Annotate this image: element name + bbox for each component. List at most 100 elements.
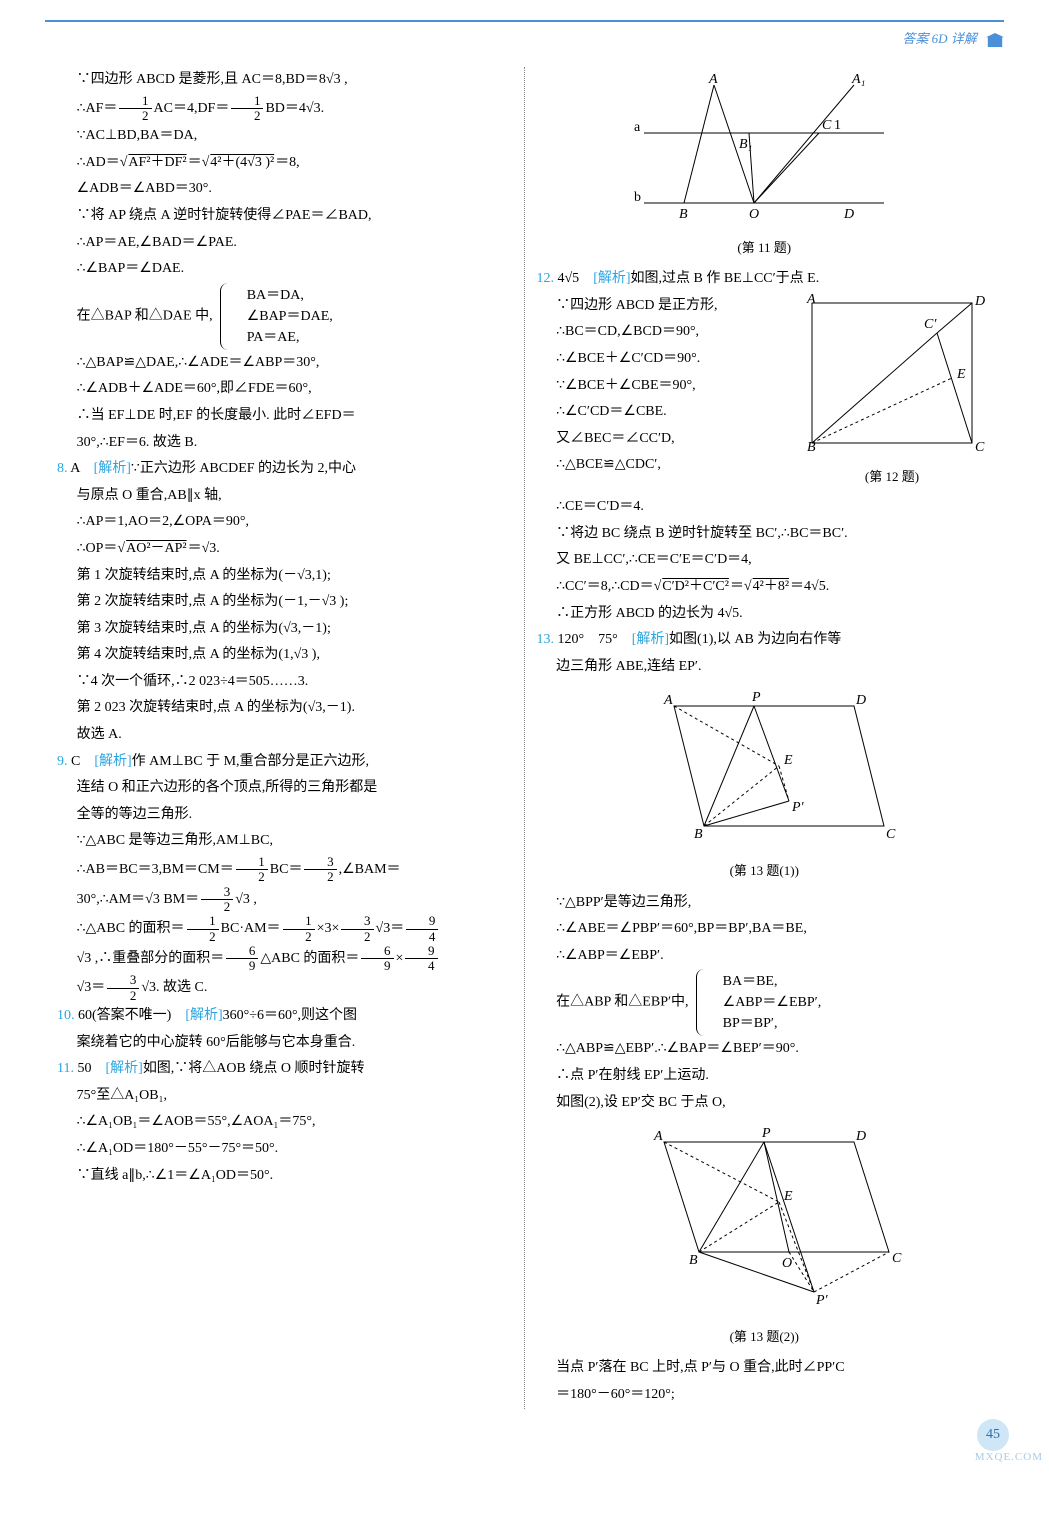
svg-text:E: E <box>956 367 966 382</box>
svg-text:C: C <box>892 1251 902 1266</box>
svg-text:D: D <box>843 207 854 222</box>
svg-text:D: D <box>855 693 866 708</box>
fig13a-svg: APD BC EP′ <box>624 686 904 846</box>
line: ∵直线 a∥b,∴∠1＝∠A₁OD＝50°. <box>57 1163 512 1190</box>
line: ∴∠ABP＝∠EBP′. <box>537 943 993 970</box>
q8: 8. A [解析]∵正六边形 ABCDEF 的边长为 2,中心 <box>57 456 512 483</box>
line: 第 1 次旋转结束时,点 A 的坐标为(－√3,1); <box>57 563 512 590</box>
line: ∵△BPP′是等边三角形, <box>537 890 993 917</box>
line: ∴△BAP≌△DAE,∴∠ADE＝∠ABP＝30°, <box>57 350 512 377</box>
svg-text:B₁: B₁ <box>739 137 752 152</box>
qnum-8: 8. <box>57 461 68 476</box>
svg-text:A: A <box>653 1129 663 1144</box>
svg-text:a: a <box>634 120 641 135</box>
figcap-13b: (第 13 题(2)) <box>537 1325 993 1350</box>
line: ∴AP＝1,AO＝2,∠OPA＝90°, <box>57 509 512 536</box>
svg-text:O: O <box>749 207 759 222</box>
figcap-13a: (第 13 题(1)) <box>537 859 993 884</box>
line: ∴AP＝AE,∠BAD＝∠PAE. <box>57 230 512 257</box>
line: ∴正方形 ABCD 的边长为 4√5. <box>537 601 993 628</box>
svg-text:P′: P′ <box>815 1293 829 1308</box>
line: 故选 A. <box>57 722 512 749</box>
qnum-9: 9. <box>57 754 68 769</box>
line: ∴AF＝12AC＝4,DF＝12BD＝4√3. <box>57 94 512 124</box>
fig13b-svg: APD BC EOP′ <box>614 1122 914 1312</box>
line: 又 BE⊥CC′,∴CE＝C′E＝C′D＝4, <box>537 547 993 574</box>
line: ∵AC⊥BD,BA＝DA, <box>57 123 512 150</box>
line: ∵将 AP 绕点 A 逆时针旋转使得∠PAE＝∠BAD, <box>57 203 512 230</box>
left-column: ∵四边形 ABCD 是菱形,且 AC＝8,BD＝8√3 , ∴AF＝12AC＝4… <box>45 67 525 1409</box>
svg-text:P: P <box>761 1126 771 1141</box>
figure-13a: APD BC EP′ (第 13 题(1)) <box>537 686 993 883</box>
figure-12: AD BC C′E (第 12 题) <box>792 293 992 490</box>
q9: 9. C [解析]作 AM⊥BC 于 M,重合部分是正六边形, <box>57 749 512 776</box>
svg-text:B: B <box>694 827 703 842</box>
figcap-11: (第 11 题) <box>537 236 993 261</box>
brace-system: BA＝BE, ∠ABP＝∠EBP′, BP＝BP′, <box>696 969 821 1036</box>
svg-text:O: O <box>782 1256 792 1271</box>
header-text: 答案 6D 详解 <box>902 31 976 46</box>
line: ∴当 EF⊥DE 时,EF 的长度最小. 此时∠EFD＝ <box>57 403 512 430</box>
line: ∵△ABC 是等边三角形,AM⊥BC, <box>57 828 512 855</box>
svg-text:C′: C′ <box>924 317 937 332</box>
svg-text:A: A <box>663 693 673 708</box>
qnum-12: 12. <box>537 271 555 286</box>
q11: 11. 50 [解析]如图,∵将△AOB 绕点 O 顺时针旋转 <box>57 1056 512 1083</box>
line: ∴OP＝√AO²－AP²＝√3. <box>57 536 512 563</box>
line: 案绕着它的中心旋转 60°后能够与它本身重合. <box>57 1030 512 1057</box>
line: 在△ABP 和△EBP′中, BA＝BE, ∠ABP＝∠EBP′, BP＝BP′… <box>537 969 993 1036</box>
line: 30°,∴AM＝√3 BM＝32√3 , <box>57 885 512 915</box>
line: ∴∠A₁OD＝180°－55°－75°＝50°. <box>57 1136 512 1163</box>
svg-text:1: 1 <box>834 118 841 133</box>
line: √3＝32√3. 故选 C. <box>57 973 512 1003</box>
svg-text:b: b <box>634 190 641 205</box>
page-number: 45 <box>977 1419 1009 1451</box>
line: √3 ,∴重叠部分的面积＝69△ABC 的面积＝69×94 <box>57 944 512 974</box>
line: 第 4 次旋转结束时,点 A 的坐标为(1,√3 ), <box>57 642 512 669</box>
line: ∴∠ABE＝∠PBP′＝60°,BP＝BP′,BA＝BE, <box>537 916 993 943</box>
line: ∴△ABC 的面积＝12BC·AM＝12×3×32√3＝94 <box>57 914 512 944</box>
line: 第 2 023 次旋转结束时,点 A 的坐标为(√3,－1). <box>57 695 512 722</box>
line: ∴∠ADB＋∠ADE＝60°,即∠FDE＝60°, <box>57 376 512 403</box>
line: ∠ADB＝∠ABD＝30°. <box>57 176 512 203</box>
brace-system: BA＝DA, ∠BAP＝DAE, PA＝AE, <box>220 283 333 350</box>
svg-text:E: E <box>783 1189 793 1204</box>
line: ∴CE＝C′D＝4. <box>537 494 993 521</box>
svg-text:A₁: A₁ <box>851 73 865 87</box>
svg-text:C: C <box>975 440 985 453</box>
watermark: MXQE.COM <box>975 1451 1043 1463</box>
qnum-10: 10. <box>57 1008 75 1023</box>
line: ∴∠A₁OB₁＝∠AOB＝55°,∠AOA₁＝75°, <box>57 1109 512 1136</box>
line: 连结 O 和正六边形的各个顶点,所得的三角形都是 <box>57 775 512 802</box>
content-columns: ∵四边形 ABCD 是菱形,且 AC＝8,BD＝8√3 , ∴AF＝12AC＝4… <box>45 67 1004 1409</box>
figure-13b: APD BC EOP′ (第 13 题(2)) <box>537 1122 993 1349</box>
line: 第 2 次旋转结束时,点 A 的坐标为(－1,－√3 ); <box>57 589 512 616</box>
line: ∴CC′＝8,∴CD＝√C′D²＋C′C²＝√4²＋8²＝4√5. <box>537 574 993 601</box>
q13: 13. 120° 75° [解析]如图(1),以 AB 为边向右作等 <box>537 627 993 654</box>
cap-icon <box>986 33 1004 47</box>
line: 与原点 O 重合,AB∥x 轴, <box>57 483 512 510</box>
line: ＝180°－60°＝120°; <box>537 1382 993 1409</box>
line: ∵四边形 ABCD 是菱形,且 AC＝8,BD＝8√3 , <box>57 67 512 94</box>
q12: 12. 4√5 [解析]如图,过点 B 作 BE⊥CC′于点 E. <box>537 266 993 293</box>
svg-text:D: D <box>974 294 985 309</box>
line: 边三角形 ABE,连结 EP′. <box>537 654 993 681</box>
line: ∴AB＝BC＝3,BM＝CM＝12BC＝32,∠BAM＝ <box>57 855 512 885</box>
line: 30°,∴EF＝6. 故选 B. <box>57 430 512 457</box>
q10: 10. 60(答案不唯一) [解析]360°÷6＝60°,则这个图 <box>57 1003 512 1030</box>
right-column: A A₁ a b B O D B₁ C 1 (第 11 题) 12. 4√5 [解析]如图… <box>525 67 1005 1409</box>
line: 全等的等边三角形. <box>57 802 512 829</box>
line: 75°至△A₁OB₁, <box>57 1083 512 1110</box>
line: 当点 P′落在 BC 上时,点 P′与 O 重合,此时∠PP′C <box>537 1355 993 1382</box>
svg-text:E: E <box>783 753 793 768</box>
line: ∴△ABP≌△EBP′.∴∠BAP＝∠BEP′＝90°. <box>537 1036 993 1063</box>
svg-text:B: B <box>689 1253 698 1268</box>
qnum-11: 11. <box>57 1061 74 1076</box>
line: 如图(2),设 EP′交 BC 于点 O, <box>537 1090 993 1117</box>
svg-text:A: A <box>708 73 718 87</box>
figure-11: AA₁ ab BOD B₁C 1 (第 11 题) <box>537 73 993 260</box>
svg-text:P: P <box>751 690 761 705</box>
svg-text:A: A <box>806 293 816 307</box>
svg-text:B: B <box>807 440 816 453</box>
qnum-13: 13. <box>537 632 555 647</box>
